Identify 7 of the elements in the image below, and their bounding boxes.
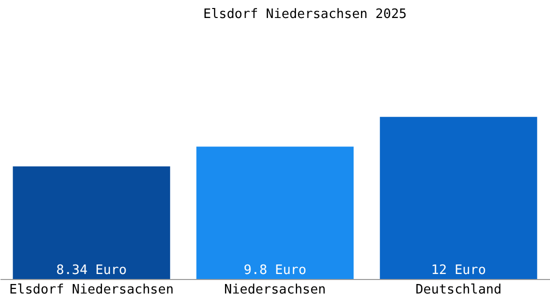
chart-title: Elsdorf Niedersachsen 2025 [203,7,407,22]
data-label: 12 Euro [431,263,486,278]
x-tick-label: Deutschland [415,282,502,298]
data-label: 9.8 Euro [244,263,306,278]
x-tick-label: Elsdorf Niedersachsen [9,282,174,298]
x-tick-label: Niedersachsen [224,282,326,298]
data-label: 8.34 Euro [56,263,127,278]
